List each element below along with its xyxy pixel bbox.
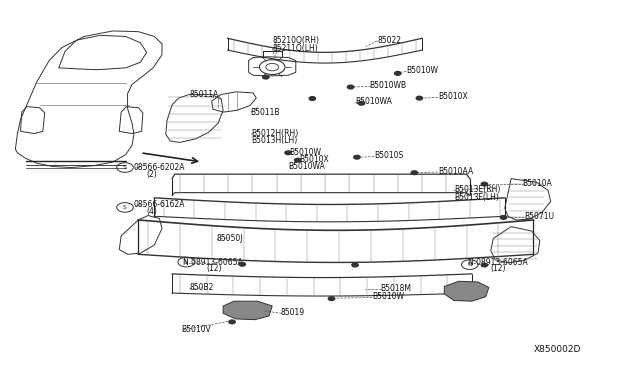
Text: B5010V: B5010V	[181, 325, 211, 334]
Circle shape	[416, 96, 422, 100]
Text: (12): (12)	[207, 264, 222, 273]
Circle shape	[294, 158, 301, 162]
Text: 85022: 85022	[378, 36, 401, 45]
Text: B5010WA: B5010WA	[355, 97, 392, 106]
Text: B5071U: B5071U	[524, 212, 554, 221]
Circle shape	[358, 102, 365, 105]
Polygon shape	[223, 301, 272, 320]
Text: 85050J: 85050J	[217, 234, 243, 243]
Polygon shape	[444, 281, 489, 301]
Text: N: N	[184, 260, 189, 264]
Circle shape	[229, 320, 236, 324]
Text: B5010X: B5010X	[438, 92, 468, 101]
Text: 08566-6162A: 08566-6162A	[134, 200, 186, 209]
Circle shape	[352, 263, 358, 267]
Circle shape	[411, 171, 417, 174]
Circle shape	[394, 71, 401, 75]
Text: B5010W: B5010W	[406, 66, 438, 75]
Text: 08566-6202A: 08566-6202A	[134, 163, 186, 172]
Text: (12): (12)	[491, 264, 506, 273]
Circle shape	[285, 151, 291, 155]
Text: B5012H(RH): B5012H(RH)	[251, 129, 298, 138]
Text: B5010W: B5010W	[289, 148, 321, 157]
Circle shape	[328, 297, 335, 301]
Text: B5018M: B5018M	[381, 284, 412, 293]
Text: B5010A: B5010A	[523, 179, 552, 188]
Text: B5010AA: B5010AA	[438, 167, 473, 176]
Text: (4): (4)	[147, 206, 157, 216]
Text: B5010S: B5010S	[374, 151, 403, 160]
Circle shape	[481, 182, 488, 186]
Circle shape	[481, 263, 488, 267]
Circle shape	[354, 155, 360, 159]
Circle shape	[239, 262, 246, 266]
Circle shape	[500, 215, 507, 219]
Text: B5013H(LH): B5013H(LH)	[251, 137, 298, 145]
Text: (2): (2)	[147, 170, 157, 179]
Text: N 08913-6065A: N 08913-6065A	[468, 257, 527, 267]
Circle shape	[348, 85, 354, 89]
Text: S: S	[123, 165, 127, 170]
Text: B5013F(LH): B5013F(LH)	[454, 193, 499, 202]
Text: B5010X: B5010X	[300, 155, 330, 164]
Text: B5010WB: B5010WB	[370, 81, 407, 90]
Text: S: S	[123, 205, 127, 210]
Text: B5011B: B5011B	[250, 108, 280, 117]
Text: N 08913-6065A: N 08913-6065A	[183, 257, 243, 267]
Text: B5010WA: B5010WA	[288, 162, 325, 171]
Text: 85210Q(RH): 85210Q(RH)	[272, 36, 319, 45]
Text: N: N	[467, 262, 472, 267]
Text: 85011A: 85011A	[189, 90, 219, 99]
Text: 85211Q(LH): 85211Q(LH)	[272, 44, 318, 53]
Circle shape	[309, 97, 316, 100]
Text: X850002D: X850002D	[534, 345, 581, 354]
Text: B5013E(RH): B5013E(RH)	[454, 185, 500, 194]
Text: B5010W: B5010W	[372, 292, 404, 301]
Circle shape	[262, 75, 269, 79]
Text: 85019: 85019	[280, 308, 305, 317]
Text: 850B2: 850B2	[189, 283, 214, 292]
